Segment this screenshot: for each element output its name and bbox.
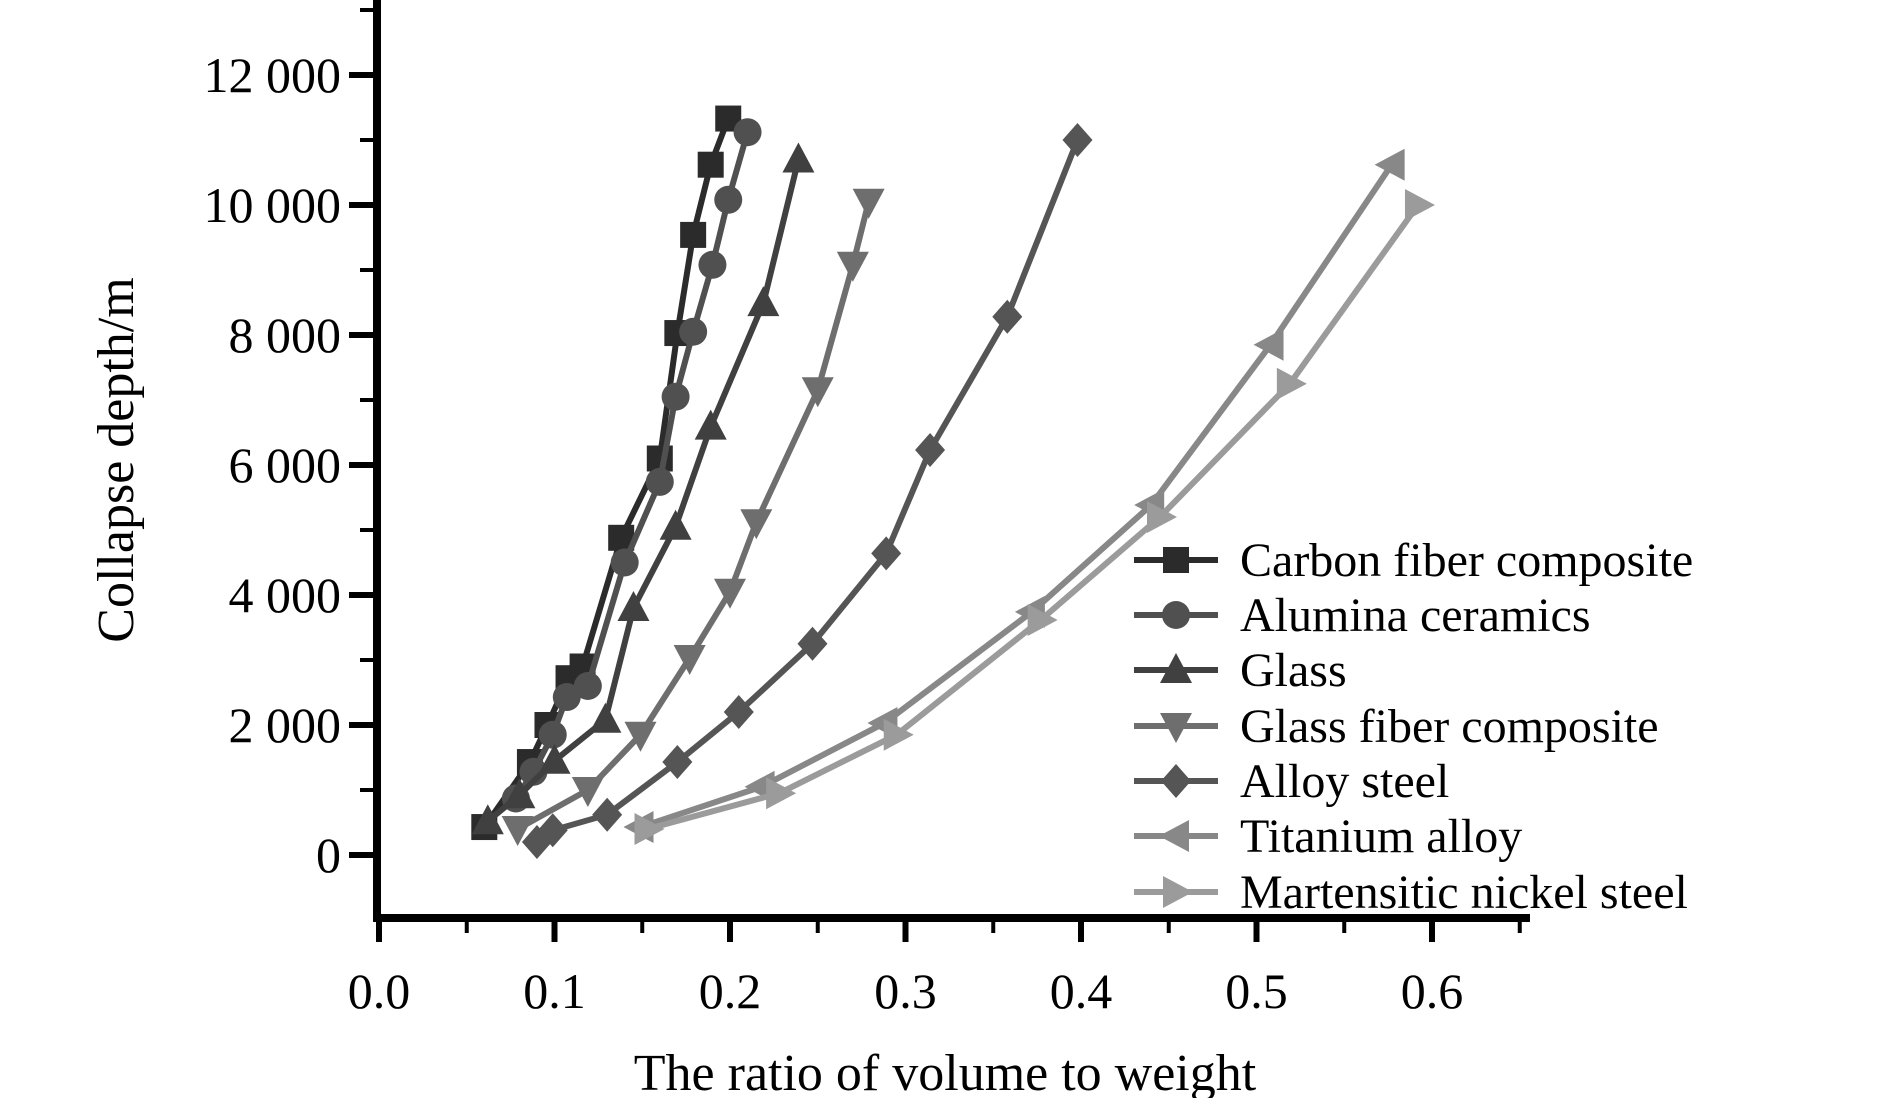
x-tick-label: 0.4 xyxy=(1050,963,1113,1019)
series-martensitic-nickel-steel xyxy=(634,189,1435,845)
legend-label: Alumina ceramics xyxy=(1240,589,1591,642)
data-point-marker xyxy=(714,578,746,609)
x-tick-label: 0.3 xyxy=(874,963,937,1019)
y-tick-label: 2 000 xyxy=(229,697,342,753)
data-point-marker xyxy=(714,185,743,214)
y-tick-label: 4 000 xyxy=(229,567,342,623)
data-point-marker xyxy=(697,151,724,178)
data-point-marker xyxy=(617,591,650,621)
circle-icon xyxy=(1162,601,1190,629)
data-point-marker xyxy=(1404,189,1435,221)
series-glass xyxy=(471,142,815,835)
data-point-marker xyxy=(471,804,504,835)
data-point-marker xyxy=(1253,328,1284,361)
data-point-marker xyxy=(740,509,773,540)
legend-item-titanium-alloy: Titanium alloy xyxy=(1134,810,1522,863)
y-tick-label: 6 000 xyxy=(229,437,342,493)
data-point-marker xyxy=(538,743,571,774)
data-point-marker xyxy=(501,816,534,846)
y-axis-title: Collapse depth/m xyxy=(88,277,145,642)
y-tick-label: 12 000 xyxy=(204,47,342,103)
legend-label: Glass fiber composite xyxy=(1240,700,1659,753)
series-alloy-steel xyxy=(521,123,1093,859)
data-point-marker xyxy=(992,299,1023,334)
data-point-marker xyxy=(723,695,754,729)
series-line xyxy=(535,138,1081,845)
x-axis-title: The ratio of volume to weight xyxy=(634,1045,1257,1098)
data-point-marker xyxy=(801,377,834,408)
data-point-marker xyxy=(836,251,869,282)
legend-item-alloy-steel: Alloy steel xyxy=(1134,755,1449,808)
data-point-marker xyxy=(883,718,914,751)
legend-item-glass: Glass xyxy=(1134,644,1347,697)
data-point-marker xyxy=(573,672,602,700)
data-point-marker xyxy=(782,142,815,173)
series-glass-fiber-composite xyxy=(501,188,885,846)
data-point-marker xyxy=(634,813,665,845)
y-tick-label: 10 000 xyxy=(204,177,342,233)
y-tick-label: 0 xyxy=(316,827,341,883)
data-point-marker xyxy=(698,250,727,279)
legend-item-alumina-ceramics: Alumina ceramics xyxy=(1134,589,1591,642)
legend-label: Carbon fiber composite xyxy=(1240,534,1693,587)
x-tick-label: 0.5 xyxy=(1225,963,1288,1019)
data-point-marker xyxy=(915,433,946,468)
legend-item-carbon-fiber-composite: Carbon fiber composite xyxy=(1134,534,1693,587)
triangle-left-icon xyxy=(1159,820,1189,852)
data-point-marker xyxy=(797,626,828,661)
data-point-marker xyxy=(733,118,762,147)
data-point-marker xyxy=(503,778,536,809)
data-point-marker xyxy=(537,813,568,848)
data-point-marker xyxy=(694,409,727,440)
axes: 0.0 0.1 0.2 0.3 0.4 0.5 0.6 0 2 000 4 000 6 000 8 0… xyxy=(204,0,1530,1019)
data-point-marker xyxy=(662,745,693,780)
data-point-marker xyxy=(766,777,797,810)
data-point-marker xyxy=(571,777,604,807)
data-point-marker xyxy=(538,720,567,749)
data-point-marker xyxy=(1276,367,1307,400)
data-point-marker xyxy=(519,757,548,786)
data-point-marker xyxy=(1374,148,1405,181)
data-point-marker xyxy=(871,536,902,571)
x-tick-label: 0.0 xyxy=(348,963,411,1019)
legend-item-martensitic-nickel-steel: Martensitic nickel steel xyxy=(1134,866,1688,919)
data-point-marker xyxy=(552,683,581,712)
square-icon xyxy=(1163,547,1189,573)
legend-label: Glass xyxy=(1240,644,1347,697)
data-point-marker xyxy=(1146,501,1177,533)
legend-label: Titanium alloy xyxy=(1240,810,1522,863)
y-tick-label: 8 000 xyxy=(229,307,342,363)
data-point-marker xyxy=(673,645,706,676)
data-point-marker xyxy=(1062,123,1093,157)
triangle-down-icon xyxy=(1160,713,1192,743)
plot-series xyxy=(471,105,1435,859)
data-point-marker xyxy=(1027,604,1058,637)
legend-item-glass-fiber-composite: Glass fiber composite xyxy=(1134,700,1659,753)
data-point-marker xyxy=(610,548,639,577)
series-alumina-ceramics xyxy=(501,118,762,813)
data-point-marker xyxy=(680,221,707,248)
data-point-marker xyxy=(679,317,708,346)
triangle-right-icon xyxy=(1163,876,1193,908)
data-point-marker xyxy=(661,382,690,411)
data-point-marker xyxy=(624,721,657,752)
data-point-marker xyxy=(659,509,692,540)
legend-label: Alloy steel xyxy=(1240,755,1449,808)
triangle-up-icon xyxy=(1160,653,1192,683)
legend-label: Martensitic nickel steel xyxy=(1240,866,1688,919)
data-point-marker xyxy=(747,286,780,317)
x-tick-label: 0.6 xyxy=(1401,963,1464,1019)
series-line xyxy=(513,131,751,801)
series-line xyxy=(516,201,872,832)
diamond-icon xyxy=(1161,764,1191,798)
data-point-marker xyxy=(645,467,674,496)
data-point-marker xyxy=(852,188,885,219)
x-tick-label: 0.2 xyxy=(699,963,762,1019)
x-tick-label: 0.1 xyxy=(523,963,586,1019)
data-point-marker xyxy=(589,702,622,733)
data-point-marker xyxy=(592,797,623,832)
